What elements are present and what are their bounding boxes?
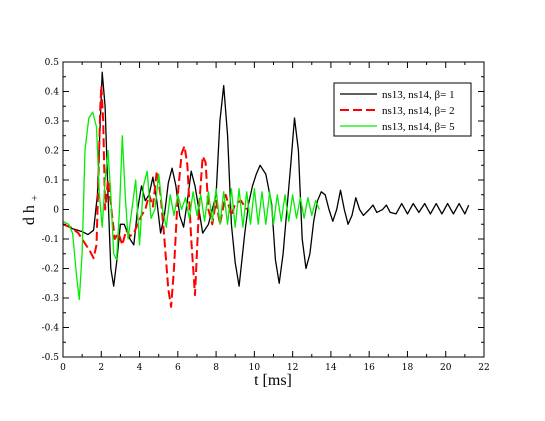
legend-label-1: ns13, ns14, β= 1 <box>382 89 455 101</box>
legend: ns13, ns14, β= 1 ns13, ns14, β= 2 ns13, ns… <box>333 82 472 137</box>
legend-label-2: ns13, ns14, β= 2 <box>382 105 455 117</box>
y-tick-label: 0.1 <box>45 176 59 186</box>
x-tick-label: 20 <box>440 363 452 373</box>
y-tick-label: 0.2 <box>45 147 59 157</box>
x-tick-label: 18 <box>402 363 414 373</box>
series-line-2 <box>63 84 248 308</box>
x-tick-label: 6 <box>175 363 181 373</box>
y-tick-label: 0.3 <box>45 117 60 127</box>
x-tick-label: 0 <box>60 363 66 373</box>
x-tick-label: 2 <box>98 363 104 373</box>
series-group <box>63 71 470 308</box>
x-tick-label: 22 <box>478 363 489 373</box>
x-tick-label: 8 <box>213 363 219 373</box>
x-tick-label: 12 <box>287 363 298 373</box>
y-tick-label: -0.5 <box>42 353 60 363</box>
legend-label-3: ns13, ns14, β= 5 <box>382 121 455 133</box>
y-tick-label: 0.5 <box>45 58 60 68</box>
x-tick-label: 14 <box>325 363 337 373</box>
y-tick-label: -0.2 <box>42 265 59 275</box>
y-tick-label: -0.4 <box>42 324 60 334</box>
x-axis-ticks: 0 2 4 6 8 10 12 14 16 18 20 22 <box>60 62 490 373</box>
series-line-1 <box>63 71 470 287</box>
x-tick-label: 4 <box>137 363 143 373</box>
y-tick-label: 0 <box>53 206 59 216</box>
series-line-3 <box>63 111 320 301</box>
y-axis-label: d h + <box>21 195 41 225</box>
y-tick-label: -0.3 <box>42 294 60 304</box>
y-tick-label: -0.1 <box>42 235 59 245</box>
y-tick-label: 0.4 <box>45 88 60 98</box>
x-tick-label: 16 <box>363 363 375 373</box>
x-axis-label: t [ms] <box>254 372 292 389</box>
x-tick-label: 10 <box>249 363 261 373</box>
y-axis-label-main: d h <box>21 205 38 225</box>
y-axis-label-subscript: + <box>29 195 41 201</box>
y-axis-ticks: -0.5 -0.4 -0.3 -0.2 -0.1 0 0.1 0.2 0.3 0.4 0.5 <box>42 58 484 363</box>
